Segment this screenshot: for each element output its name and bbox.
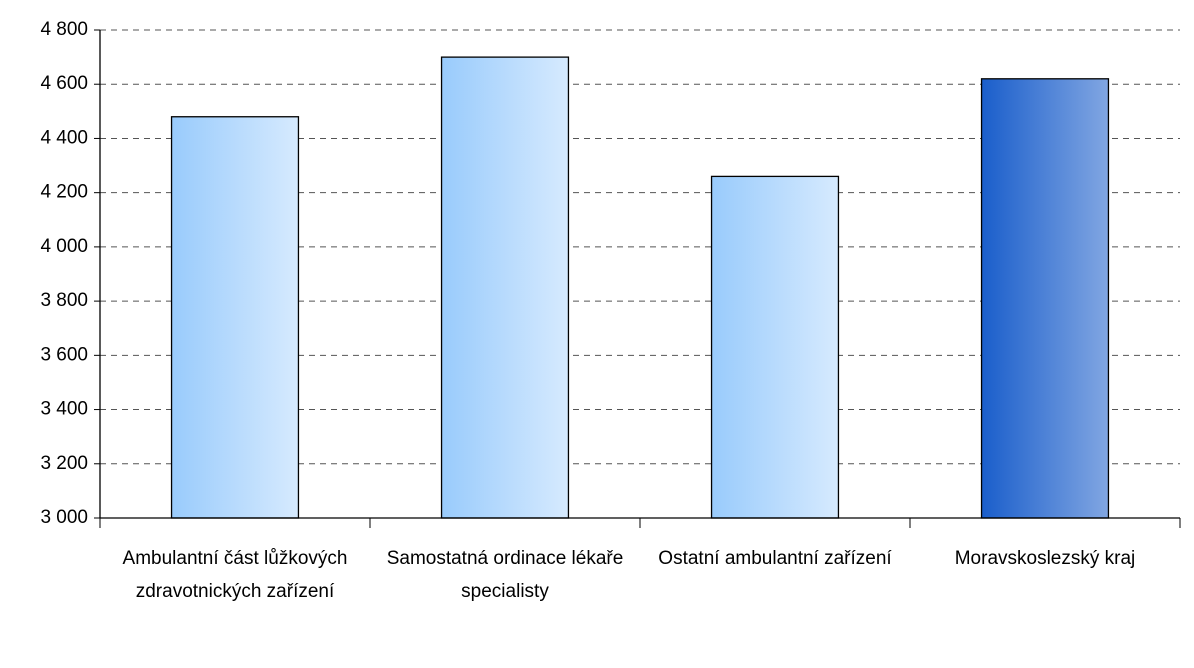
x-tick-label: Moravskoslezský kraj [954,548,1136,569]
y-tick-label: 3 400 [40,399,88,420]
y-tick-label: 3 800 [40,290,88,311]
y-tick-label: 4 000 [40,236,88,257]
y-tick-label: 4 600 [40,73,88,94]
bar [170,116,300,519]
bar [440,56,570,519]
y-tick-label: 4 800 [40,19,88,40]
x-tick-label: Ostatní ambulantní zařízení [658,548,892,569]
bar [710,175,840,519]
y-tick-label: 4 400 [40,127,88,148]
bar [980,78,1110,519]
x-tick-label: Ambulantní část lůžkových zdravotnických… [122,548,348,602]
y-tick-label: 4 200 [40,182,88,203]
y-tick-label: 3 200 [40,453,88,474]
y-tick-label: 3 000 [40,507,88,528]
y-tick-label: 3 600 [40,344,88,365]
x-tick-label: Samostatná ordinace lékaře specialisty [386,548,624,602]
